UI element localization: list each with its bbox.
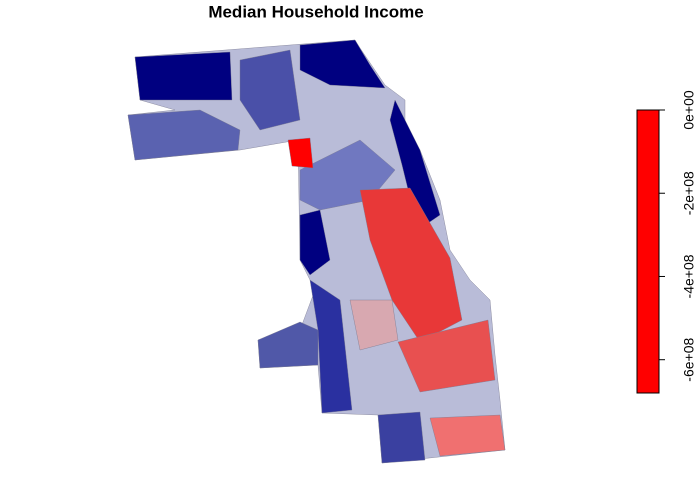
tract-area [377,411,426,464]
colorbar-tick-label: -6e+08 [681,338,697,382]
colorbar-fill [636,109,660,394]
colorbar-tick-label: -2e+08 [681,171,697,215]
tract-area [239,49,301,131]
tract-area [257,321,319,369]
tract-area [134,51,233,101]
tract-area [127,109,241,161]
tract-area [359,187,463,343]
tract-area [299,39,386,89]
tract-area [429,414,506,457]
tract-area [349,299,399,351]
tract-area [299,209,331,276]
colorbar-tick-label: -4e+08 [681,254,697,298]
colorbar-tick-label: 0e+00 [681,90,697,130]
tract-area [287,137,314,169]
chart-title: Median Household Income [208,2,423,21]
tract-area [309,279,353,414]
map [127,39,506,464]
tract-area [397,319,496,393]
